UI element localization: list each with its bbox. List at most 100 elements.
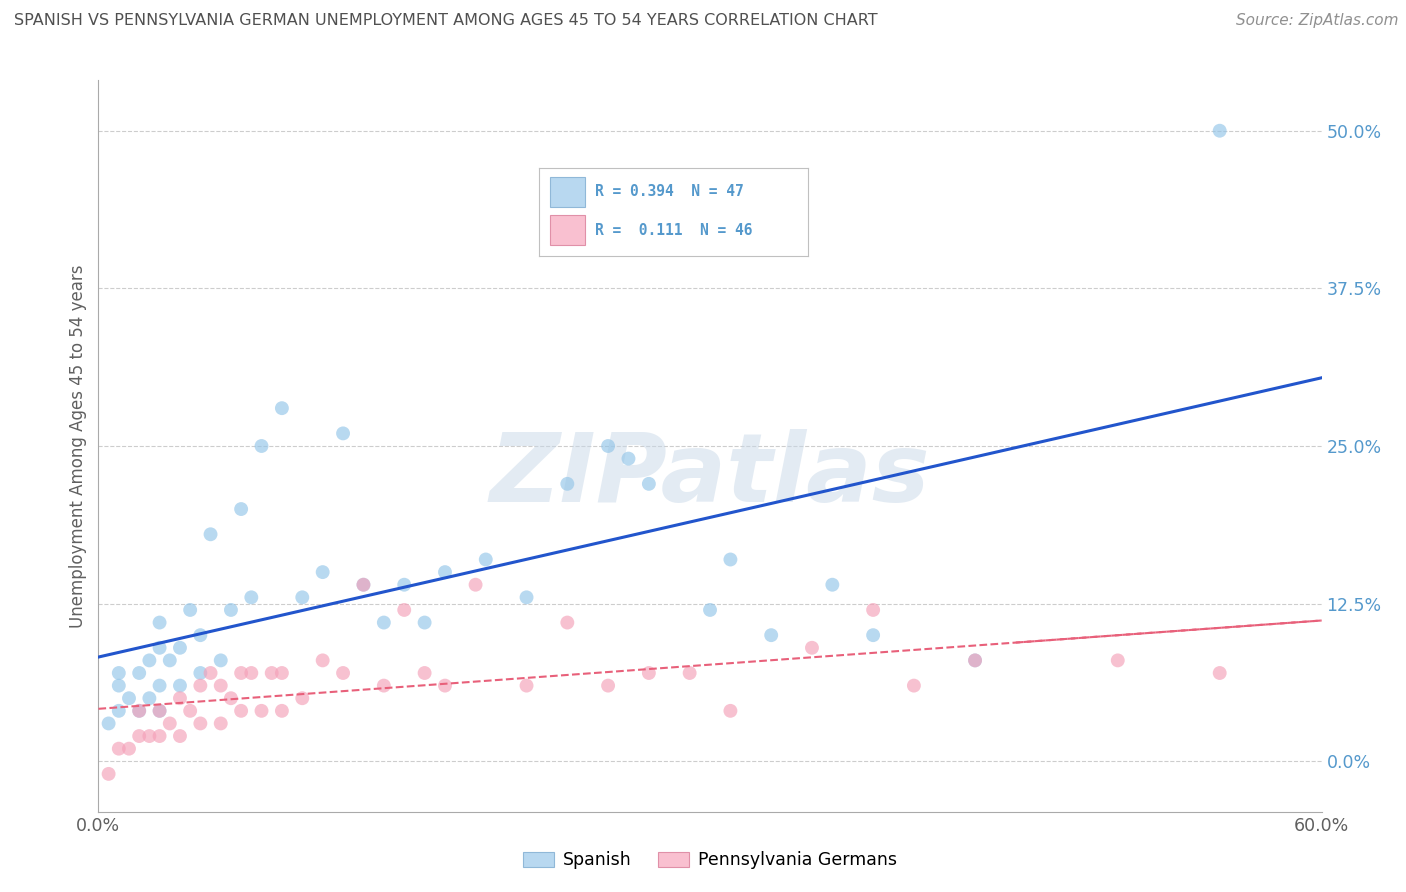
Point [413, 665, 436, 680]
Point [801, 640, 824, 655]
Text: R =  0.111  N = 46: R = 0.111 N = 46 [595, 223, 752, 238]
Point [862, 628, 884, 642]
Point [392, 578, 416, 592]
Point [219, 691, 242, 706]
Point [352, 578, 374, 592]
Point [138, 653, 160, 667]
Point [434, 565, 457, 579]
Legend: Spanish, Pennsylvania Germans: Spanish, Pennsylvania Germans [516, 845, 904, 876]
Point [637, 476, 661, 491]
Point [149, 640, 172, 655]
Point [270, 704, 294, 718]
Point [862, 603, 884, 617]
Point [169, 691, 191, 706]
Point [200, 665, 222, 680]
Point [149, 615, 172, 630]
Point [209, 653, 232, 667]
Point [250, 439, 273, 453]
Point [231, 704, 253, 718]
Point [312, 565, 335, 579]
Point [128, 704, 150, 718]
Point [118, 741, 141, 756]
Point [179, 704, 201, 718]
Point [637, 665, 661, 680]
Point [270, 401, 294, 416]
Point [312, 653, 335, 667]
Point [598, 679, 620, 693]
Point [108, 741, 131, 756]
Bar [550, 216, 585, 245]
Point [188, 665, 212, 680]
Point [240, 665, 263, 680]
Point [219, 603, 242, 617]
Point [434, 679, 457, 693]
Point [392, 603, 416, 617]
Point [516, 679, 538, 693]
Point [149, 729, 172, 743]
Point [138, 691, 160, 706]
Point [250, 704, 273, 718]
Point [128, 665, 150, 680]
Point [332, 426, 354, 441]
Point [97, 767, 120, 781]
Point [555, 476, 579, 491]
Point [903, 679, 925, 693]
Point [138, 729, 160, 743]
Point [128, 704, 150, 718]
Point [108, 704, 131, 718]
Point [474, 552, 498, 566]
Point [209, 716, 232, 731]
Point [1209, 124, 1232, 138]
Point [149, 704, 172, 718]
Text: SPANISH VS PENNSYLVANIA GERMAN UNEMPLOYMENT AMONG AGES 45 TO 54 YEARS CORRELATIO: SPANISH VS PENNSYLVANIA GERMAN UNEMPLOYM… [14, 13, 877, 29]
Point [118, 691, 141, 706]
Point [149, 679, 172, 693]
Point [169, 679, 191, 693]
Point [291, 691, 314, 706]
Point [679, 665, 702, 680]
Point [209, 679, 232, 693]
Point [159, 653, 181, 667]
Text: Source: ZipAtlas.com: Source: ZipAtlas.com [1236, 13, 1399, 29]
Point [699, 603, 721, 617]
Point [1107, 653, 1129, 667]
Point [128, 729, 150, 743]
Text: ZIPatlas: ZIPatlas [489, 429, 931, 522]
Point [188, 716, 212, 731]
Point [240, 591, 263, 605]
Point [260, 665, 283, 680]
Point [516, 591, 538, 605]
Point [1209, 665, 1232, 680]
Point [965, 653, 987, 667]
Point [188, 628, 212, 642]
Point [108, 679, 131, 693]
Point [270, 665, 294, 680]
Point [169, 640, 191, 655]
Text: R = 0.394  N = 47: R = 0.394 N = 47 [595, 185, 744, 199]
Point [464, 578, 486, 592]
Point [373, 615, 395, 630]
Point [761, 628, 783, 642]
Point [617, 451, 640, 466]
Point [291, 591, 314, 605]
Point [200, 527, 222, 541]
Point [821, 578, 844, 592]
Point [108, 665, 131, 680]
Point [231, 665, 253, 680]
Point [352, 578, 374, 592]
Point [179, 603, 201, 617]
Point [373, 679, 395, 693]
Point [598, 439, 620, 453]
Point [169, 729, 191, 743]
Point [555, 615, 579, 630]
Point [159, 716, 181, 731]
Point [332, 665, 354, 680]
Point [413, 615, 436, 630]
Y-axis label: Unemployment Among Ages 45 to 54 years: Unemployment Among Ages 45 to 54 years [69, 264, 87, 628]
Bar [550, 177, 585, 207]
Point [718, 704, 742, 718]
Point [718, 552, 742, 566]
Point [97, 716, 120, 731]
Point [965, 653, 987, 667]
Point [188, 679, 212, 693]
